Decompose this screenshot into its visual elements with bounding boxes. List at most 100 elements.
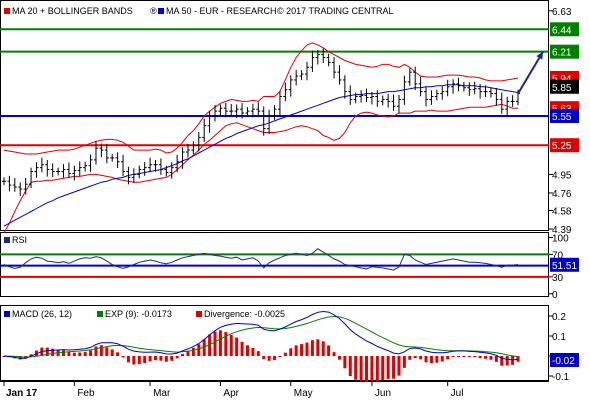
divergence-bar <box>500 356 504 366</box>
bollinger-legend-label: MA 20 + BOLLINGER BANDS <box>12 6 133 16</box>
price-tag-5.55: 5.55 <box>552 112 572 123</box>
divergence-bar <box>256 351 260 356</box>
price-bar <box>34 162 39 178</box>
divergence-bar <box>332 352 336 356</box>
divergence-bar <box>473 356 477 358</box>
projection-arrow-head <box>536 51 543 60</box>
price-bar <box>288 75 293 97</box>
price-bar <box>424 86 429 107</box>
price-tag-5.55-bg <box>550 108 579 123</box>
divergence-bar <box>99 345 103 356</box>
divergence-bar <box>62 350 66 356</box>
divergence-bar <box>283 352 287 356</box>
price-bar <box>121 154 126 177</box>
divergence-bar <box>424 356 428 363</box>
divergence-bar <box>397 356 401 376</box>
divergence-bar <box>148 356 152 362</box>
price-bar <box>478 84 483 99</box>
price-bar <box>61 164 66 178</box>
macd-tick-0.1: 0.1 <box>552 332 566 343</box>
exp-legend-label: EXP (9): -0.0173 <box>105 309 172 319</box>
divergence-bar <box>516 356 520 362</box>
divergence-bar <box>446 356 450 360</box>
rsi-tag-bg <box>550 257 579 272</box>
divergence-bar <box>202 339 206 356</box>
divergence-bar <box>462 356 466 357</box>
price-bar <box>115 152 120 169</box>
price-bar <box>434 89 439 101</box>
divergence-bar <box>354 356 358 380</box>
exp-legend-swatch <box>97 311 103 317</box>
divergence-bar <box>186 350 190 356</box>
divergence-bar <box>121 356 125 358</box>
divergence-bar <box>105 347 109 356</box>
price-bar <box>272 105 277 120</box>
divergence-bar <box>278 356 282 357</box>
price-bar <box>29 167 34 189</box>
price-bar <box>407 68 412 86</box>
divergence-bar <box>305 342 309 356</box>
price-bar <box>218 104 223 116</box>
divergence-bar <box>29 354 33 356</box>
price-bar <box>202 118 207 143</box>
price-tag-6.21-bg <box>550 44 579 59</box>
macd-signal-line <box>3 315 519 358</box>
price-plot <box>0 28 549 234</box>
price-tag-5.85: 5.85 <box>552 83 572 94</box>
divergence-bar <box>359 356 363 382</box>
price-bar <box>234 104 239 119</box>
divergence-bar <box>316 339 320 356</box>
price-bar <box>240 102 245 119</box>
divergence-bar <box>197 344 201 356</box>
price-tick-6.63: 6.63 <box>552 7 572 18</box>
macd-tag: -0.02 <box>552 356 575 367</box>
price-bar <box>364 88 369 103</box>
divergence-bar <box>408 356 412 360</box>
divergence-bar <box>343 356 347 369</box>
ma50-legend-swatch <box>158 8 164 14</box>
price-bar <box>12 178 17 192</box>
price-bar <box>7 175 12 192</box>
divergence-bar <box>494 356 498 362</box>
price-bar <box>2 177 6 186</box>
price-tag-5.85-bg <box>550 79 579 94</box>
divergence-bar <box>289 348 293 356</box>
divergence-bar <box>484 356 488 359</box>
price-bar <box>99 143 104 158</box>
price-bar <box>196 131 201 152</box>
divergence-bar <box>478 356 482 359</box>
axes: 6.636.446.215.945.855.635.555.254.954.76… <box>3 7 579 399</box>
divergence-bar <box>78 352 82 356</box>
divergence-bar <box>143 356 147 364</box>
divergence-bar <box>170 356 174 361</box>
divergence-bar <box>137 356 141 365</box>
price-bar <box>250 103 255 118</box>
price-bar <box>386 93 391 108</box>
divergence-bar <box>229 334 233 356</box>
price-bar <box>418 76 423 97</box>
copyright-label: © 2017 TRADING CENTRAL <box>277 6 394 16</box>
divergence-bar <box>262 356 266 360</box>
price-bar <box>369 91 374 105</box>
divergence-bar <box>440 356 444 362</box>
price-bar <box>18 182 23 197</box>
divergence-bar <box>181 353 185 356</box>
divergence-bar <box>429 356 433 364</box>
price-bar <box>488 87 493 98</box>
rsi-tick-30: 30 <box>552 273 564 284</box>
price-tick-4.58: 4.58 <box>552 206 572 217</box>
price-bar <box>23 177 28 195</box>
price-bar <box>348 85 353 105</box>
price-tag-6.44-bg <box>550 22 579 37</box>
price-bar <box>207 111 212 133</box>
divergence-bar <box>327 345 331 356</box>
price-tag-6.44: 6.44 <box>552 25 572 36</box>
price-bar <box>445 79 450 97</box>
divergence-legend-label: Divergence: -0.0025 <box>204 309 285 319</box>
month-label-1: Feb <box>77 388 95 399</box>
ma50-legend-label: MA 50 - EUR - RESEARCH <box>166 6 277 16</box>
price-bar <box>396 94 401 114</box>
price-bar <box>299 70 304 80</box>
macd-tag-bg <box>550 353 579 367</box>
price-bar <box>223 102 228 118</box>
